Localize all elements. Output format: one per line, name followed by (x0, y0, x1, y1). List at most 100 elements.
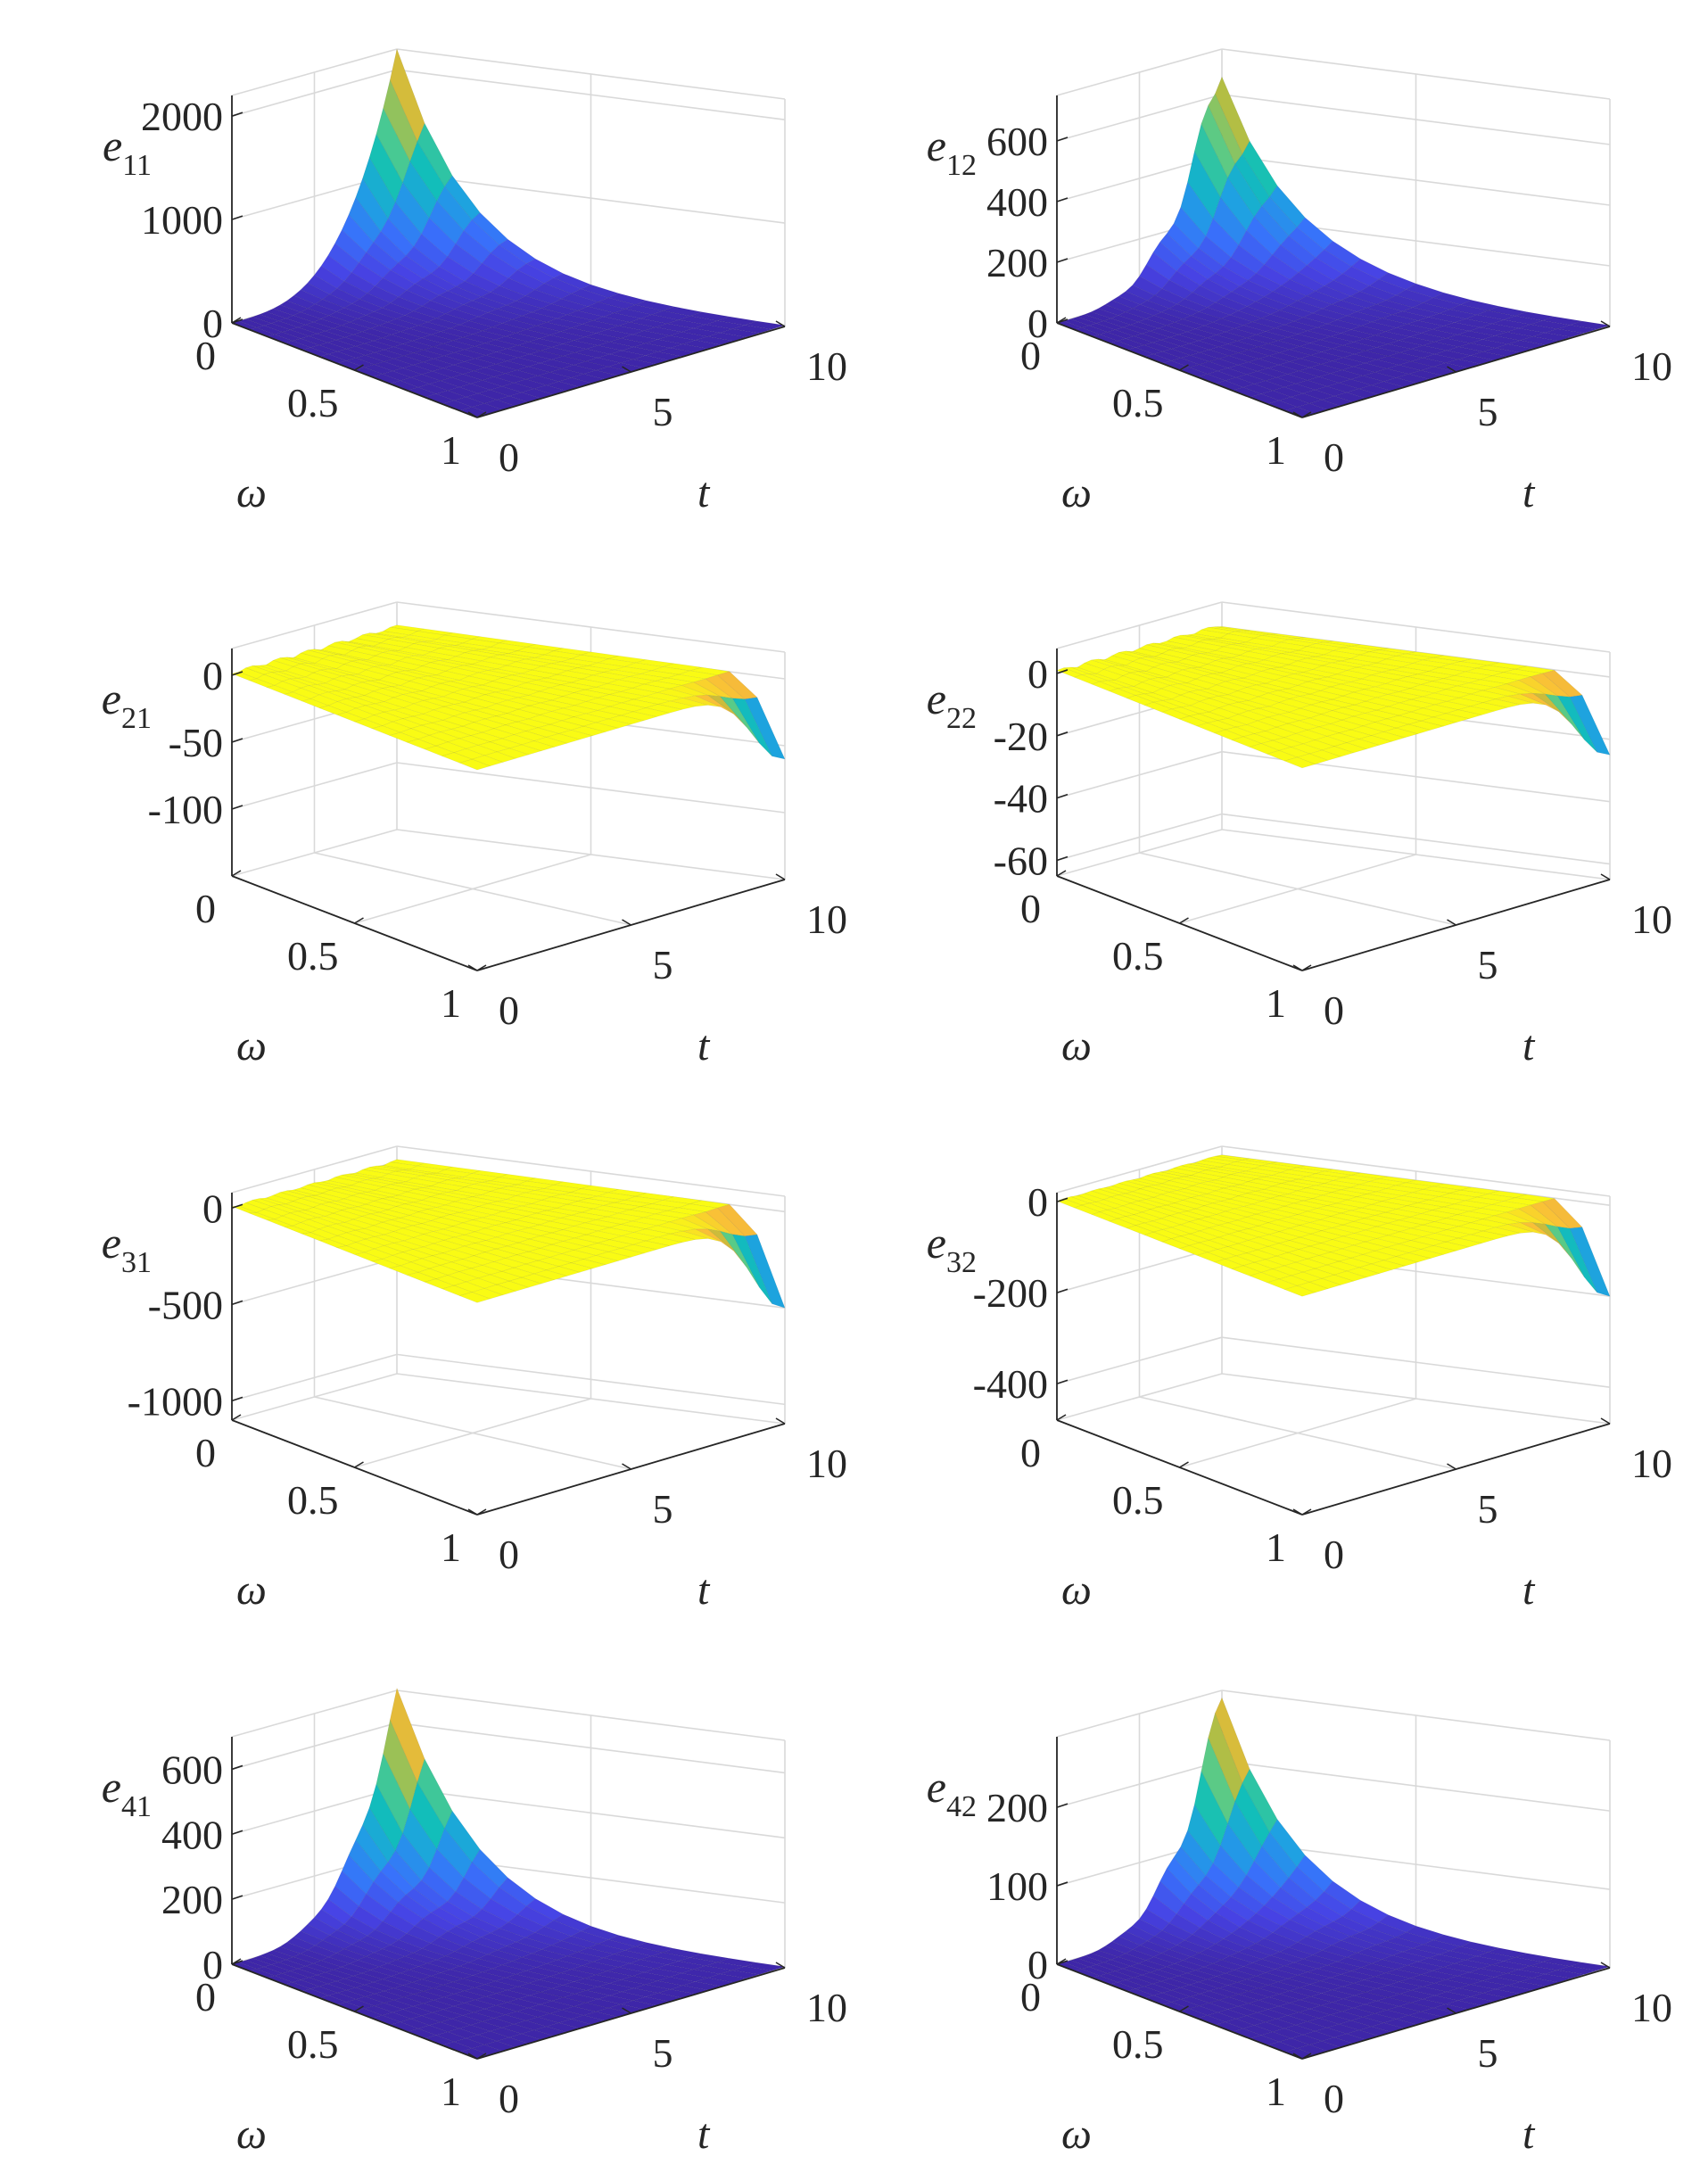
t-tick (467, 964, 478, 971)
z-tick-label: 200 (986, 240, 1048, 285)
z-tick-label: 0 (1027, 1179, 1048, 1225)
z-tick-label: 0 (202, 301, 223, 346)
omega-tick-label: 1 (441, 2069, 461, 2114)
t-tick-label: 5 (653, 2030, 673, 2076)
z-tick-label: -60 (994, 839, 1048, 884)
t-tick (622, 366, 631, 373)
omega-tick-label: 0.5 (1112, 1477, 1164, 1523)
omega-axis-label: ω (1061, 1566, 1092, 1614)
surface-patch (483, 1284, 517, 1296)
t-tick-label: 0 (499, 2076, 519, 2121)
t-tick-label: 5 (1478, 389, 1498, 434)
surface-patch (582, 1255, 620, 1266)
t-tick-label: 10 (1631, 343, 1672, 389)
z-tick (1056, 258, 1069, 263)
omega-tick (1301, 964, 1312, 971)
z-label-subscript: 31 (121, 1246, 152, 1279)
t-tick-label: 5 (653, 389, 673, 434)
surface-patch (570, 725, 606, 737)
omega-tick (1301, 411, 1312, 418)
omega-tick-label: 1 (1266, 980, 1286, 1026)
surface-patch (1420, 1245, 1457, 1255)
omega-tick-label: 1 (1266, 427, 1286, 473)
z-label-subscript: 22 (946, 702, 977, 735)
surface-mesh (231, 1159, 786, 1309)
surface-patch (458, 1292, 491, 1303)
z-tick (1056, 855, 1069, 862)
omega-tick-label: 1 (441, 980, 461, 1026)
surface-mesh (231, 624, 786, 771)
surface-patch (1382, 727, 1419, 739)
t-tick-label: 5 (1478, 2030, 1498, 2076)
z-tick-label: 2000 (141, 94, 223, 139)
surface-patch (507, 1276, 542, 1288)
z-label-base: e (927, 1218, 946, 1268)
omega-axis-label: ω (1061, 1022, 1092, 1070)
surface-patch (1556, 1226, 1597, 1293)
z-label-base: e (102, 1218, 121, 1268)
z-label-base: e (927, 1762, 946, 1812)
surface-patch (507, 744, 542, 756)
z-tick-label: -400 (973, 1361, 1048, 1407)
omega-tick (1056, 1414, 1067, 1421)
z-tick (1056, 1881, 1069, 1887)
t-tick (775, 1417, 786, 1425)
omega-tick (231, 317, 242, 324)
omega-tick-label: 1 (1266, 2069, 1286, 2114)
surface-mesh (1056, 76, 1611, 418)
surface-patch (1296, 1281, 1329, 1293)
z-tick-label: -100 (148, 787, 223, 832)
surface-patch (1357, 735, 1393, 746)
z-label-base: e (103, 120, 122, 170)
omega-tick (476, 2053, 487, 2060)
t-tick (467, 411, 478, 418)
omega-tick (1179, 917, 1189, 924)
omega-tick-label: 0 (195, 886, 216, 931)
t-axis-label: t (697, 469, 711, 516)
omega-tick-label: 0.5 (287, 933, 339, 979)
z-tick (231, 1830, 243, 1836)
t-tick (467, 2053, 478, 2060)
t-axis-label: t (697, 1566, 711, 1614)
t-tick-label: 0 (1324, 434, 1344, 480)
omega-tick-label: 0.5 (287, 1477, 339, 1523)
z-tick (1056, 793, 1069, 799)
surface-patch (731, 698, 772, 757)
t-axis-label: t (1522, 2111, 1536, 2158)
t-tick-label: 0 (1324, 1532, 1344, 1577)
t-tick (1600, 1962, 1611, 1969)
z-tick (231, 805, 243, 810)
t-axis-label: t (697, 1022, 711, 1070)
z-axis-label: e41 (102, 1762, 152, 1823)
omega-tick-label: 0.5 (1112, 933, 1164, 979)
omega-tick (354, 1461, 364, 1468)
omega-axis-label: ω (1061, 469, 1092, 516)
surface-patch (1395, 723, 1432, 735)
surface-patch (582, 722, 620, 732)
omega-tick (354, 2005, 364, 2012)
omega-axis-label: ω (236, 2111, 267, 2158)
omega-tick-label: 1 (441, 427, 461, 473)
t-axis-label: t (1522, 469, 1536, 516)
surface-patch (1557, 1965, 1597, 1975)
z-label-base: e (927, 673, 946, 723)
omega-tick-label: 1 (1266, 1524, 1286, 1570)
t-tick-label: 10 (806, 343, 847, 389)
z-tick (1056, 1288, 1069, 1293)
surface-patch (471, 755, 504, 767)
t-tick (1447, 1463, 1456, 1470)
omega-tick (1301, 1508, 1312, 1516)
surface-patch (1420, 716, 1457, 727)
surface-patch (1556, 695, 1597, 753)
z-tick (1056, 1803, 1069, 1808)
z-axis-label: e32 (927, 1218, 977, 1279)
z-tick-label: 200 (986, 1785, 1048, 1830)
omega-axis-label: ω (236, 1022, 267, 1070)
z-label-base: e (102, 673, 121, 723)
omega-tick (1179, 2005, 1189, 2012)
surface-patch (732, 1966, 772, 1975)
z-label-base: e (927, 120, 946, 170)
z-tick-label: 0 (202, 1186, 223, 1231)
